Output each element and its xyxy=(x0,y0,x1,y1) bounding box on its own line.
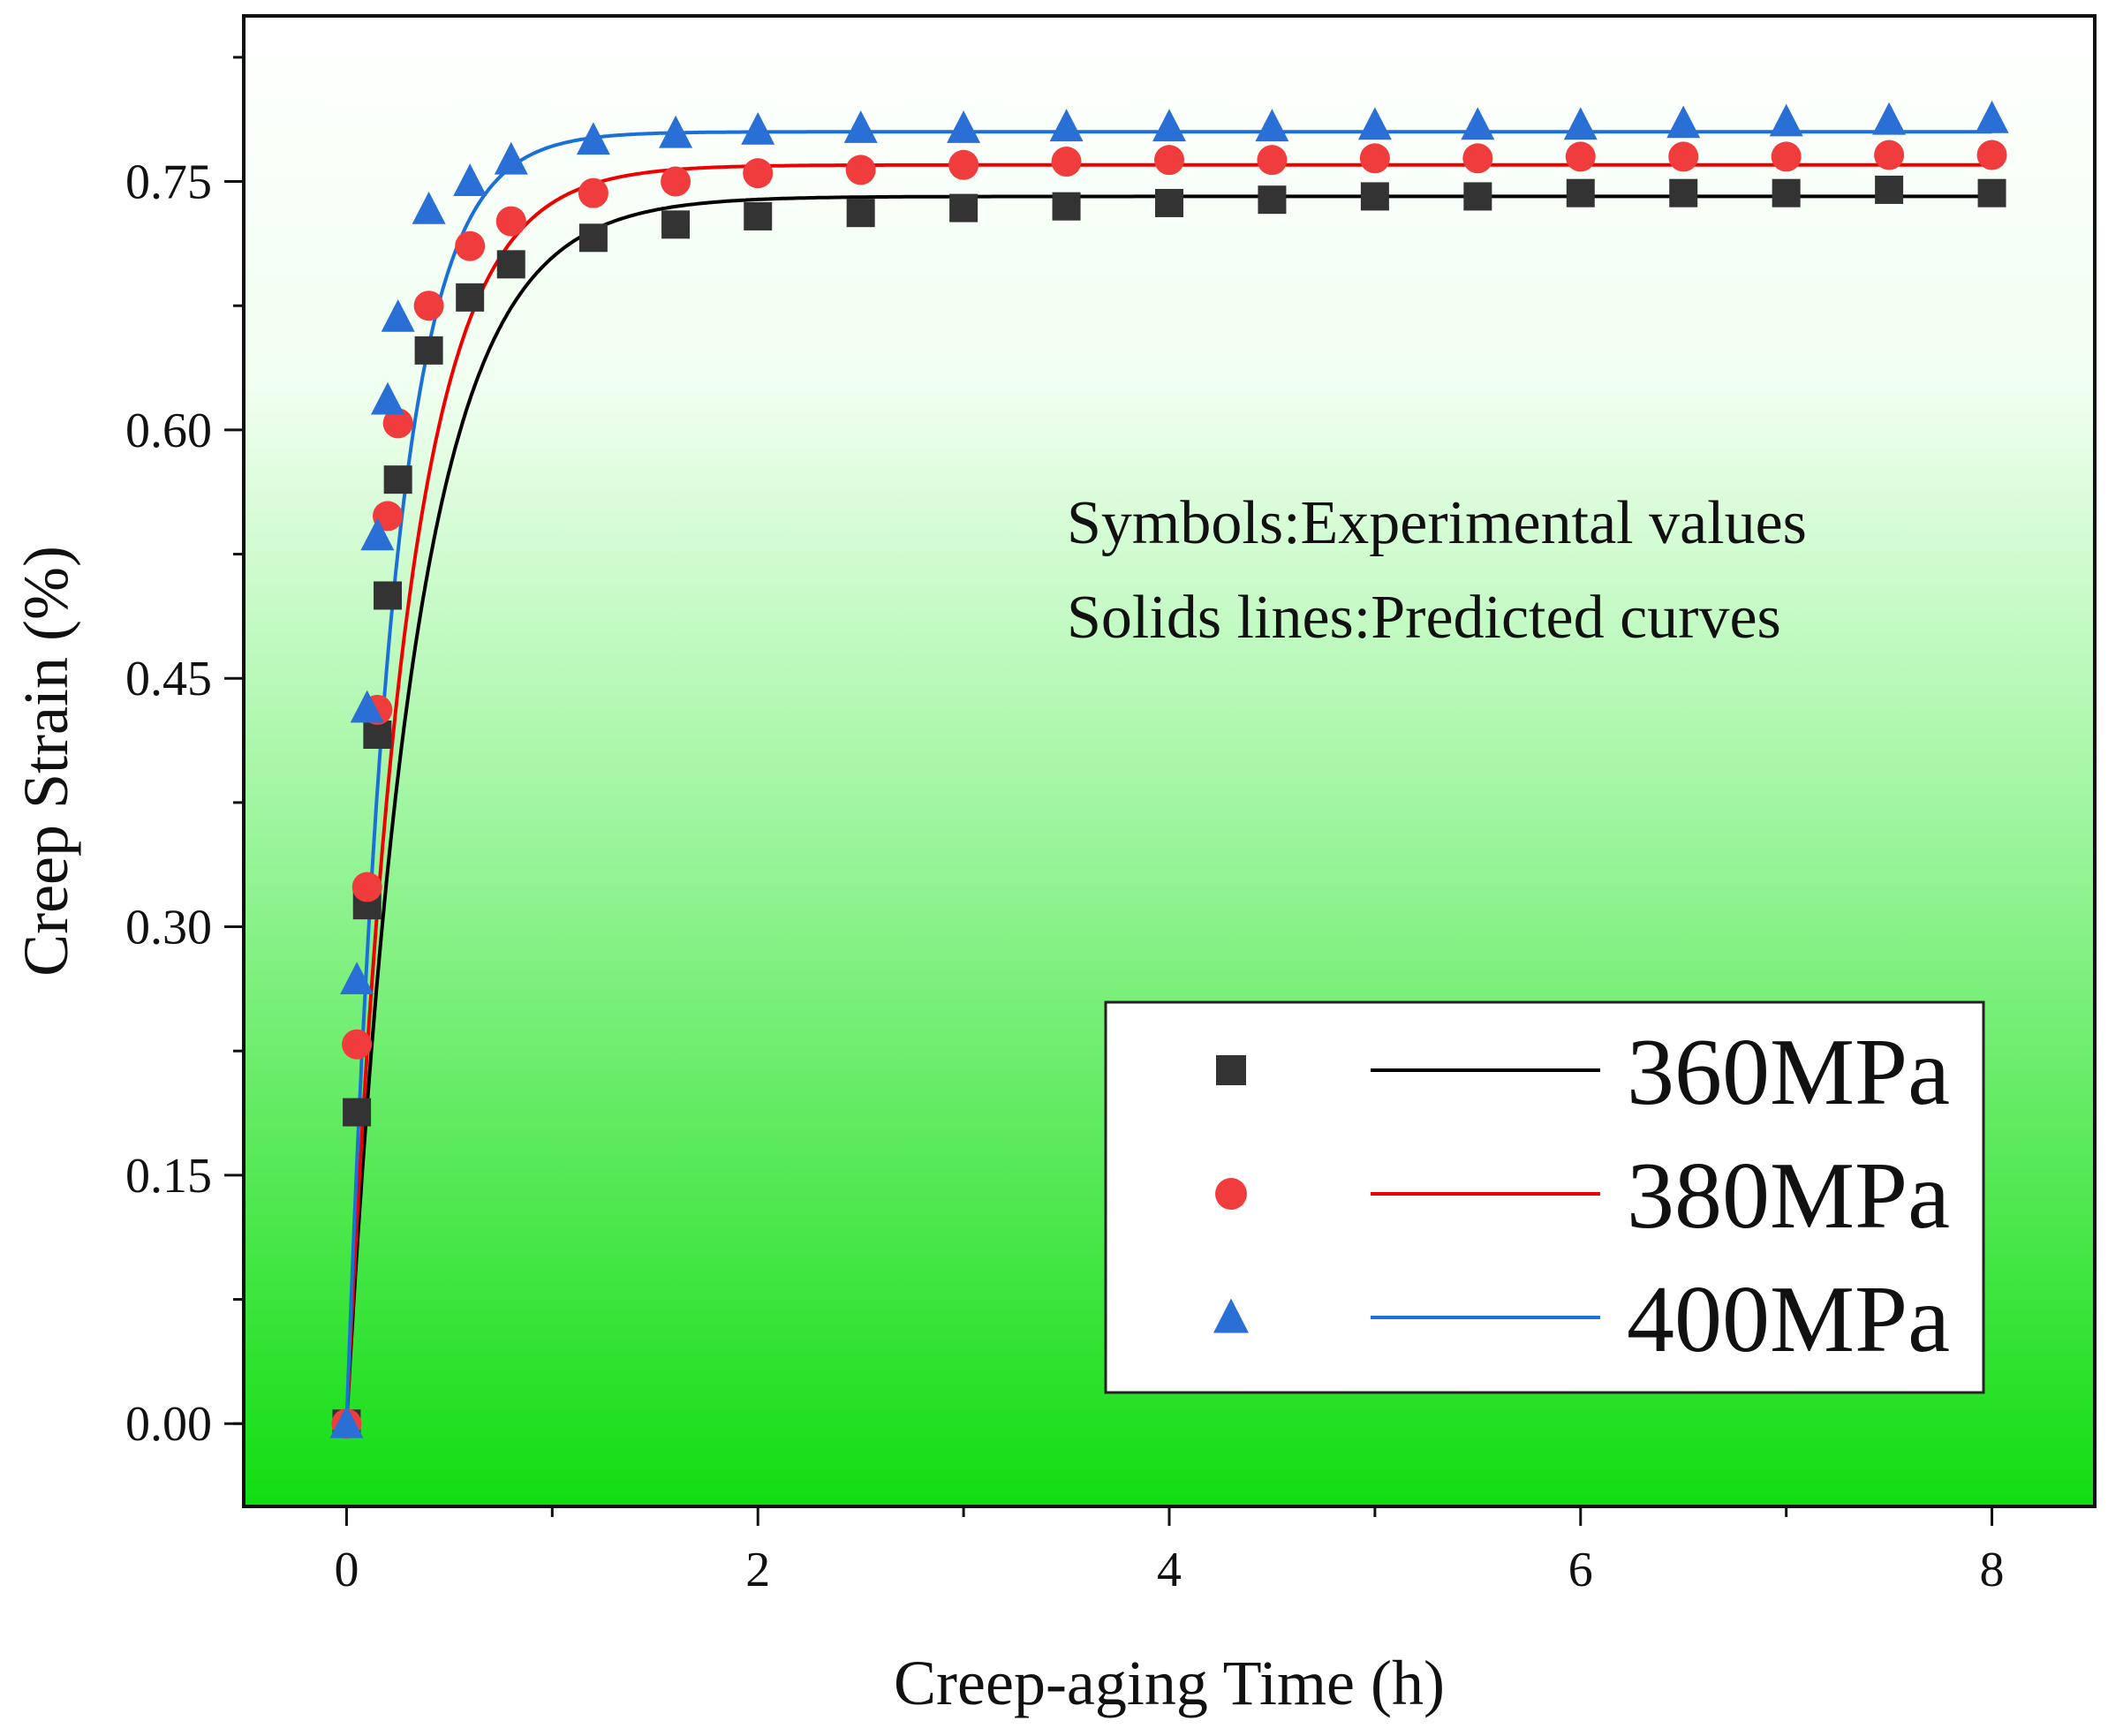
data-point-360MPa xyxy=(1772,178,1801,208)
data-point-380MPa xyxy=(845,155,876,185)
data-point-360MPa xyxy=(1669,178,1698,208)
y-tick-label: 0.15 xyxy=(125,1149,212,1204)
data-point-380MPa xyxy=(1976,140,2007,170)
legend-box xyxy=(1104,1000,1985,1394)
data-point-380MPa xyxy=(1874,140,1905,170)
data-point-380MPa xyxy=(351,872,382,902)
data-point-400MPa xyxy=(843,110,878,143)
data-point-360MPa xyxy=(1875,175,1904,204)
data-point-380MPa xyxy=(455,230,486,261)
data-point-400MPa xyxy=(1975,100,2009,133)
data-point-360MPa xyxy=(1566,178,1595,208)
data-point-380MPa xyxy=(382,408,413,439)
y-tick-label: 0.60 xyxy=(125,404,212,458)
experimental-points xyxy=(329,100,2009,1439)
predicted-line-380MPa xyxy=(344,162,1992,1424)
legend-label-400MPa: 400MPa xyxy=(1627,1267,1950,1372)
data-point-380MPa xyxy=(948,149,979,180)
legend-marker-400MPa xyxy=(1213,1298,1249,1333)
data-point-360MPa xyxy=(383,465,412,494)
data-point-380MPa xyxy=(1257,145,1288,176)
predicted-line-400MPa xyxy=(344,130,1992,1424)
data-point-360MPa xyxy=(1258,185,1287,215)
annotation-line-2: Solids lines:Predicted curves xyxy=(1067,584,1781,652)
data-point-380MPa xyxy=(743,158,774,189)
data-point-400MPa xyxy=(1461,107,1495,140)
data-point-400MPa xyxy=(381,299,415,332)
predicted-line-360MPa xyxy=(344,194,1992,1424)
legend-marker-380MPa xyxy=(1215,1178,1247,1210)
legend-label-380MPa: 380MPa xyxy=(1627,1143,1950,1249)
predicted-curves xyxy=(344,130,1992,1424)
data-point-400MPa xyxy=(947,110,981,143)
data-point-400MPa xyxy=(494,141,528,175)
y-tick-label: 0.75 xyxy=(125,155,212,210)
legend: 360MPa 380MPa 400MPa xyxy=(1104,1000,1985,1394)
y-tick-label: 0.45 xyxy=(125,652,212,706)
data-point-380MPa xyxy=(1462,143,1493,174)
legend-marker-360MPa xyxy=(1216,1055,1246,1085)
data-point-360MPa xyxy=(949,193,978,223)
annotation-line-1: Symbols:Experimental values xyxy=(1067,489,1807,557)
x-tick-label: 6 xyxy=(1568,1543,1593,1597)
data-point-400MPa xyxy=(371,381,404,415)
data-point-380MPa xyxy=(1359,143,1390,174)
y-tick-label: 0.30 xyxy=(125,901,212,955)
data-point-360MPa xyxy=(661,210,691,239)
data-point-400MPa xyxy=(1152,109,1186,142)
data-point-360MPa xyxy=(1052,192,1081,221)
data-point-400MPa xyxy=(659,115,693,148)
data-point-400MPa xyxy=(1357,107,1392,140)
data-point-400MPa xyxy=(1872,102,1907,135)
data-point-400MPa xyxy=(1255,109,1289,142)
x-axis-label: Creep-aging Time (h) xyxy=(894,1648,1445,1718)
data-point-380MPa xyxy=(1565,141,1596,172)
data-point-380MPa xyxy=(413,291,444,321)
data-point-360MPa xyxy=(496,250,525,279)
data-point-400MPa xyxy=(453,163,487,196)
y-axis-label: Creep Strain (%) xyxy=(11,546,81,977)
x-tick-label: 4 xyxy=(1157,1543,1182,1597)
y-tick-labels: 0.00 0.15 0.30 0.45 0.60 0.75 xyxy=(125,155,212,1453)
data-point-400MPa xyxy=(576,122,610,155)
data-point-360MPa xyxy=(363,720,392,749)
data-point-400MPa xyxy=(412,192,446,224)
data-point-400MPa xyxy=(1769,103,1803,137)
data-point-380MPa xyxy=(578,177,608,208)
data-point-360MPa xyxy=(414,336,443,365)
data-point-380MPa xyxy=(1771,141,1802,172)
data-point-380MPa xyxy=(661,166,691,197)
data-point-400MPa xyxy=(741,112,775,145)
legend-label-360MPa: 360MPa xyxy=(1627,1020,1950,1125)
data-point-360MPa xyxy=(1155,188,1183,217)
data-point-380MPa xyxy=(1051,147,1082,177)
x-tick-labels: 0 2 4 6 8 xyxy=(334,1543,2004,1597)
data-point-400MPa xyxy=(1666,105,1701,139)
data-point-400MPa xyxy=(360,517,395,551)
data-point-400MPa xyxy=(340,962,374,994)
data-point-380MPa xyxy=(495,206,526,237)
data-point-400MPa xyxy=(350,690,384,723)
x-tick-label: 2 xyxy=(745,1543,770,1597)
data-point-380MPa xyxy=(1668,141,1699,172)
data-point-380MPa xyxy=(1154,145,1184,176)
data-point-360MPa xyxy=(374,581,403,610)
data-point-360MPa xyxy=(1360,182,1389,211)
data-point-360MPa xyxy=(744,201,773,230)
x-tick-label: 8 xyxy=(1980,1543,2005,1597)
y-tick-label: 0.00 xyxy=(125,1397,212,1452)
data-point-360MPa xyxy=(343,1098,372,1127)
data-point-360MPa xyxy=(456,283,485,312)
x-tick-label: 0 xyxy=(334,1543,359,1597)
data-point-400MPa xyxy=(329,1405,364,1438)
data-point-360MPa xyxy=(578,223,608,253)
data-point-380MPa xyxy=(342,1029,373,1060)
data-point-360MPa xyxy=(846,199,875,228)
axis-ticks xyxy=(224,56,1994,1526)
data-point-360MPa xyxy=(1463,182,1492,211)
data-point-400MPa xyxy=(1049,109,1084,142)
data-point-400MPa xyxy=(1563,107,1598,140)
data-point-360MPa xyxy=(1977,178,2006,208)
